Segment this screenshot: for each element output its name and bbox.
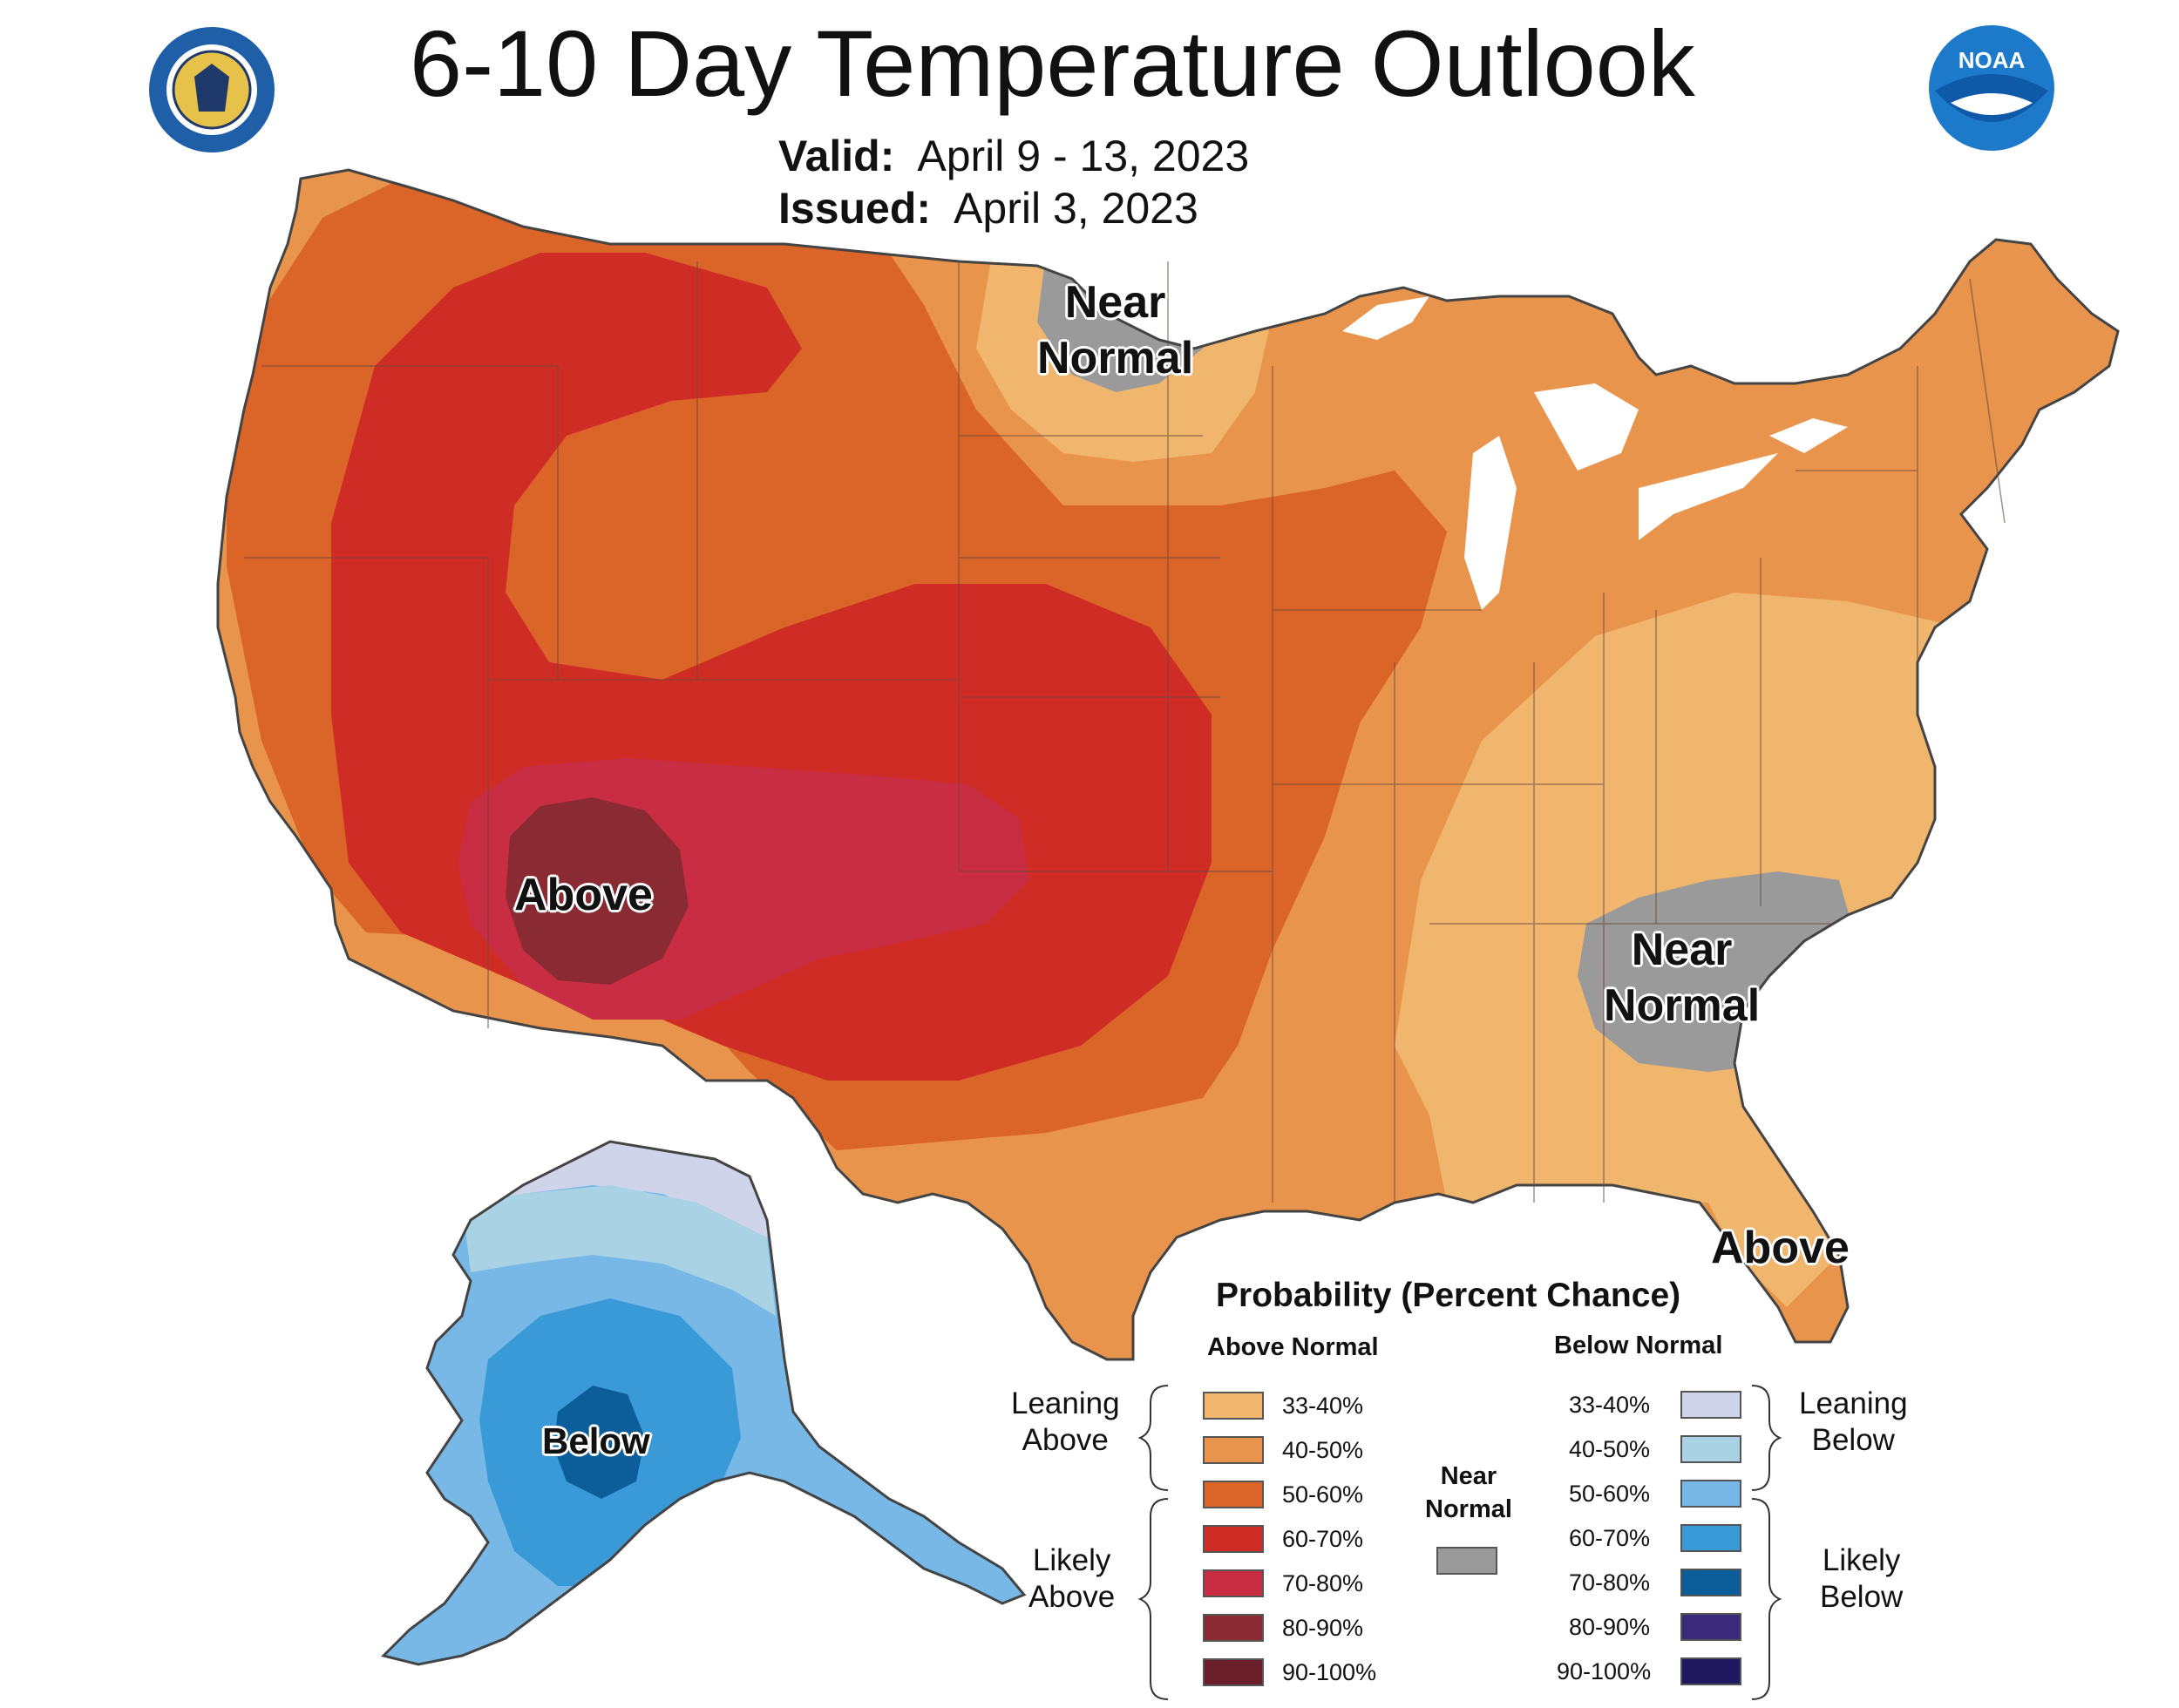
likely-above-label: Likely Above [1028,1543,1116,1614]
above-range-33-40: 33-40% [1282,1393,1364,1419]
below-swatch-60-70 [1680,1524,1741,1552]
below-swatch-33-40 [1680,1391,1741,1419]
likely-below-label: Likely Below [1820,1543,1904,1614]
commerce-seal-logo [149,27,275,152]
below-range-60-70: 60-70% [1569,1525,1651,1551]
map-title: 6-10 Day Temperature Outlook [410,10,1695,116]
above-swatch-40-50 [1203,1436,1264,1464]
above-florida-label: Above [1711,1223,1850,1273]
above-range-80-90: 80-90% [1282,1615,1364,1641]
above-swatch-60-70 [1203,1525,1264,1553]
below-range-80-90: 80-90% [1569,1614,1651,1640]
legend-brace-below [1751,1385,1782,1700]
below-range-50-60: 50-60% [1569,1481,1651,1507]
above-range-40-50: 40-50% [1282,1437,1364,1463]
valid-date: April 9 - 13, 2023 [917,132,1250,180]
near-normal-swatch [1436,1547,1497,1575]
below-range-70-80: 70-80% [1569,1569,1651,1596]
valid-label: Valid: [778,132,895,180]
below-range-40-50: 40-50% [1569,1436,1651,1462]
legend-brace-above [1137,1385,1169,1700]
noaa-logo-text: NOAA [1958,47,2026,73]
above-range-60-70: 60-70% [1282,1526,1364,1552]
leaning-below-label: Leaning Below [1799,1386,1908,1457]
below-swatch-80-90 [1680,1613,1741,1641]
below-swatch-70-80 [1680,1569,1741,1596]
above-swatch-70-80 [1203,1569,1264,1597]
below-alaska-label: Below [542,1420,650,1461]
near-normal-southeast-label: Near Normal [1604,925,1761,1031]
below-swatch-90-100 [1680,1657,1741,1685]
issued-label: Issued: [778,184,932,233]
legend-title: Probability (Percent Chance) [1216,1277,1681,1314]
below-swatch-50-60 [1680,1480,1741,1508]
below-range-90-100: 90-100% [1557,1658,1652,1684]
above-normal-heading: Above Normal [1207,1333,1379,1361]
below-swatch-40-50 [1680,1435,1741,1463]
above-swatch-50-60 [1203,1481,1264,1508]
issued-line: Issued: April 3, 2023 [778,183,1198,234]
above-swatch-90-100 [1203,1658,1264,1686]
above-range-70-80: 70-80% [1282,1570,1364,1596]
near-normal-heading: Near Normal [1425,1462,1512,1523]
below-range-33-40: 33-40% [1569,1392,1651,1418]
near-normal-north-label: Near Normal [1037,277,1194,383]
issued-date: April 3, 2023 [954,184,1198,233]
leaning-above-label: Leaning Above [1011,1386,1120,1457]
above-range-50-60: 50-60% [1282,1481,1364,1508]
above-range-90-100: 90-100% [1282,1659,1377,1685]
below-normal-heading: Below Normal [1554,1332,1723,1359]
above-swatch-33-40 [1203,1392,1264,1420]
above-southwest-label: Above [514,870,653,920]
noaa-logo: NOAA [1929,25,2054,151]
above-swatch-80-90 [1203,1614,1264,1642]
valid-line: Valid: April 9 - 13, 2023 [778,131,1249,181]
